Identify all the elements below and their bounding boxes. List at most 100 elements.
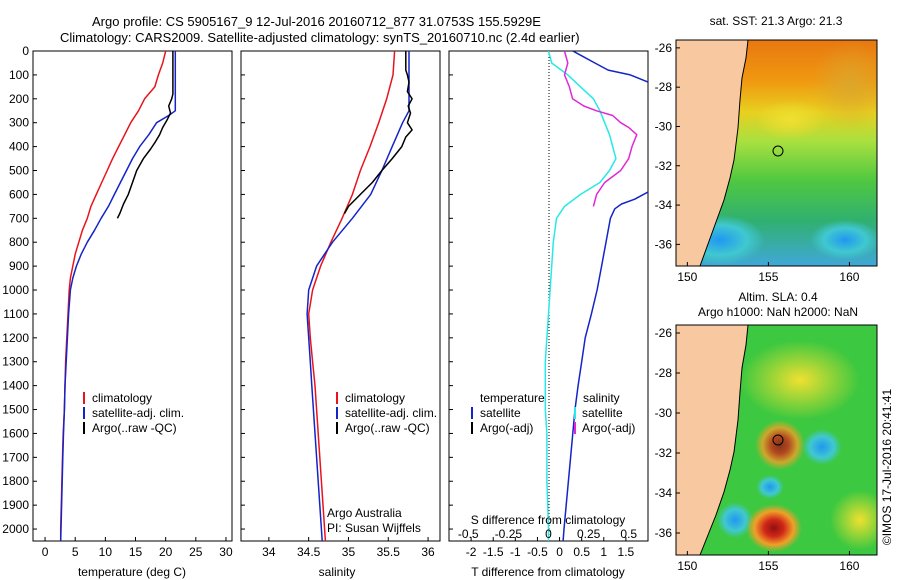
difference-y-ticks bbox=[449, 50, 453, 530]
series-satellite-adj-clim bbox=[59, 51, 177, 541]
x-tick-label: -2 bbox=[466, 545, 477, 559]
legend-label-s-argo: Argo(-adj) bbox=[582, 421, 635, 435]
legend-label-argo: Argo(..raw -QC) bbox=[92, 421, 177, 435]
sla-high-south bbox=[746, 504, 802, 552]
depth-tick-label: 900 bbox=[9, 259, 29, 273]
x-tick-label: 10 bbox=[99, 545, 113, 559]
sst-cool-patch-east bbox=[810, 220, 877, 260]
series-argo-raw-qc bbox=[116, 51, 174, 219]
lat-tick-label: -28 bbox=[655, 366, 673, 380]
x-tick-label: 5 bbox=[72, 545, 79, 559]
lon-tick-label: 150 bbox=[677, 270, 697, 284]
t-difference-ticks: -2 -1.5 -1 -0.5 0 0.5 1 1.5 bbox=[466, 537, 635, 559]
depth-tick-label: 1000 bbox=[2, 283, 29, 297]
x-tick-label: 35.5 bbox=[377, 545, 401, 559]
coastline bbox=[699, 40, 749, 266]
x-tick-label: 30 bbox=[219, 545, 233, 559]
depth-tick-label: 100 bbox=[9, 68, 29, 82]
x-tick-label: -1.5 bbox=[483, 545, 504, 559]
argo-position-marker bbox=[772, 145, 784, 157]
lat-tick-label: -36 bbox=[655, 526, 673, 540]
series-argo-raw-qc bbox=[343, 51, 413, 214]
temperature-legend: climatology satellite-adj. clim. Argo(..… bbox=[83, 391, 184, 435]
series-argo-adj bbox=[563, 51, 638, 207]
legend-label-climatology: climatology bbox=[345, 391, 405, 405]
salinity-note-2: PI: Susan Wijffels bbox=[327, 521, 421, 535]
series-climatology bbox=[307, 51, 396, 541]
argo-position-marker bbox=[772, 434, 784, 446]
depth-tick-label: 200 bbox=[9, 92, 29, 106]
x-tick-label: 0.5 bbox=[573, 545, 590, 559]
lat-tick-label: -32 bbox=[655, 159, 673, 173]
lon-tick-label: 160 bbox=[839, 270, 859, 284]
depth-tick-label: 1100 bbox=[3, 307, 29, 321]
temperature-series bbox=[59, 51, 177, 541]
coastline bbox=[699, 325, 749, 555]
x-tick-label: 0 bbox=[556, 545, 563, 559]
x-tick-label: 35 bbox=[342, 545, 356, 559]
legend-label-s-satellite: satellite bbox=[582, 406, 623, 420]
sst-warm-patch bbox=[810, 40, 877, 130]
depth-tick-label: 300 bbox=[9, 116, 29, 130]
temperature-x-ticks: 0 5 10 15 20 25 30 bbox=[42, 537, 233, 559]
lat-tick-label: -26 bbox=[655, 41, 673, 55]
x-tick-label: 0 bbox=[42, 545, 49, 559]
s-tick-label: -0.5 bbox=[458, 527, 479, 541]
difference-legend: temperature salinity satellite Argo(-adj… bbox=[471, 391, 635, 435]
series-satellite bbox=[544, 51, 617, 541]
difference-axes-frame bbox=[448, 50, 649, 542]
legend-label-t-argo: Argo(-adj) bbox=[480, 421, 533, 435]
sla-map-title-2: Argo h1000: NaN h2000: NaN bbox=[698, 305, 858, 319]
salinity-x-ticks: 34 34.5 35 35.5 36 bbox=[262, 537, 435, 559]
temperature-axes-frame bbox=[32, 50, 233, 542]
header-line-1: Argo profile: CS 5905167_9 12-Jul-2016 2… bbox=[92, 14, 541, 29]
t-difference-xlabel: T difference from climatology bbox=[471, 565, 625, 579]
legend-label-argo: Argo(..raw -QC) bbox=[345, 421, 430, 435]
s-tick-label: 0.25 bbox=[577, 527, 601, 541]
lon-tick-label: 160 bbox=[839, 559, 859, 573]
difference-series bbox=[544, 51, 648, 541]
sla-low-east bbox=[802, 429, 842, 465]
depth-ticks: 0 100 200 300 400 500 600 700 800 900 1000 1100 1200… bbox=[2, 44, 37, 536]
lon-tick-label: 155 bbox=[758, 559, 778, 573]
depth-tick-label: 700 bbox=[9, 211, 29, 225]
depth-tick-label: 0 bbox=[22, 44, 29, 58]
legend-label-t-satellite: satellite bbox=[480, 406, 521, 420]
series-satellite-adj-clim bbox=[306, 51, 410, 541]
lat-tick-label: -30 bbox=[655, 406, 673, 420]
salinity-panel: 34 34.5 35 35.5 36 salinity climatology sate… bbox=[240, 50, 441, 579]
series-satellite-deep bbox=[562, 191, 648, 541]
salinity-axes-frame bbox=[240, 50, 441, 542]
x-tick-label: 1 bbox=[600, 545, 607, 559]
x-tick-label: 20 bbox=[159, 545, 173, 559]
lat-tick-label: -30 bbox=[655, 119, 673, 133]
legend-label-satellite: satellite-adj. clim. bbox=[345, 406, 437, 420]
sla-map-frame bbox=[675, 324, 878, 556]
s-tick-label: 0 bbox=[545, 527, 552, 541]
depth-tick-label: 500 bbox=[9, 164, 29, 178]
x-tick-label: 34 bbox=[262, 545, 276, 559]
lon-tick-label: 150 bbox=[677, 559, 697, 573]
salinity-y-ticks bbox=[241, 50, 245, 530]
depth-tick-label: 800 bbox=[9, 235, 29, 249]
sst-map-image bbox=[676, 40, 877, 266]
depth-tick-label: 1800 bbox=[2, 474, 29, 488]
sst-map-frame bbox=[675, 39, 878, 267]
depth-tick-label: 1900 bbox=[2, 498, 29, 512]
sla-low-south bbox=[756, 475, 784, 499]
salinity-legend: climatology satellite-adj. clim. Argo(..… bbox=[336, 391, 437, 435]
temperature-xlabel: temperature (deg C) bbox=[78, 565, 186, 579]
sla-map-image bbox=[676, 325, 877, 555]
lat-tick-label: -36 bbox=[655, 237, 673, 251]
sst-map: sat. SST: 21.3 Argo: 21.3 150 155 160 -26 -2… bbox=[655, 14, 878, 284]
land-mass bbox=[676, 325, 748, 555]
depth-tick-label: 400 bbox=[9, 140, 29, 154]
salinity-xlabel: salinity bbox=[319, 565, 356, 579]
lat-tick-label: -34 bbox=[655, 198, 673, 212]
depth-tick-label: 1600 bbox=[2, 426, 29, 440]
difference-panel: -2 -1.5 -1 -0.5 0 0.5 1 1.5 -0.5 -0.25 0 0.25 0.5 S… bbox=[448, 50, 649, 579]
s-tick-label: 0.5 bbox=[620, 527, 637, 541]
header-line-2: Climatology: CARS2009. Satellite-adjuste… bbox=[60, 30, 580, 45]
x-tick-label: -0.5 bbox=[527, 545, 548, 559]
